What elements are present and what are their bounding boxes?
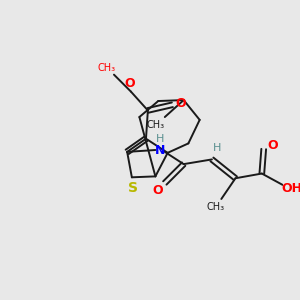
Text: O: O (152, 184, 163, 197)
Text: H: H (156, 134, 164, 144)
Text: O: O (125, 76, 135, 90)
Text: H: H (212, 143, 221, 153)
Text: O: O (267, 139, 278, 152)
Text: O: O (176, 98, 186, 110)
Text: OH: OH (281, 182, 300, 195)
Text: CH₃: CH₃ (146, 120, 164, 130)
Text: CH₃: CH₃ (98, 63, 116, 73)
Text: S: S (128, 181, 138, 195)
Text: N: N (155, 144, 165, 158)
Text: CH₃: CH₃ (207, 202, 225, 212)
